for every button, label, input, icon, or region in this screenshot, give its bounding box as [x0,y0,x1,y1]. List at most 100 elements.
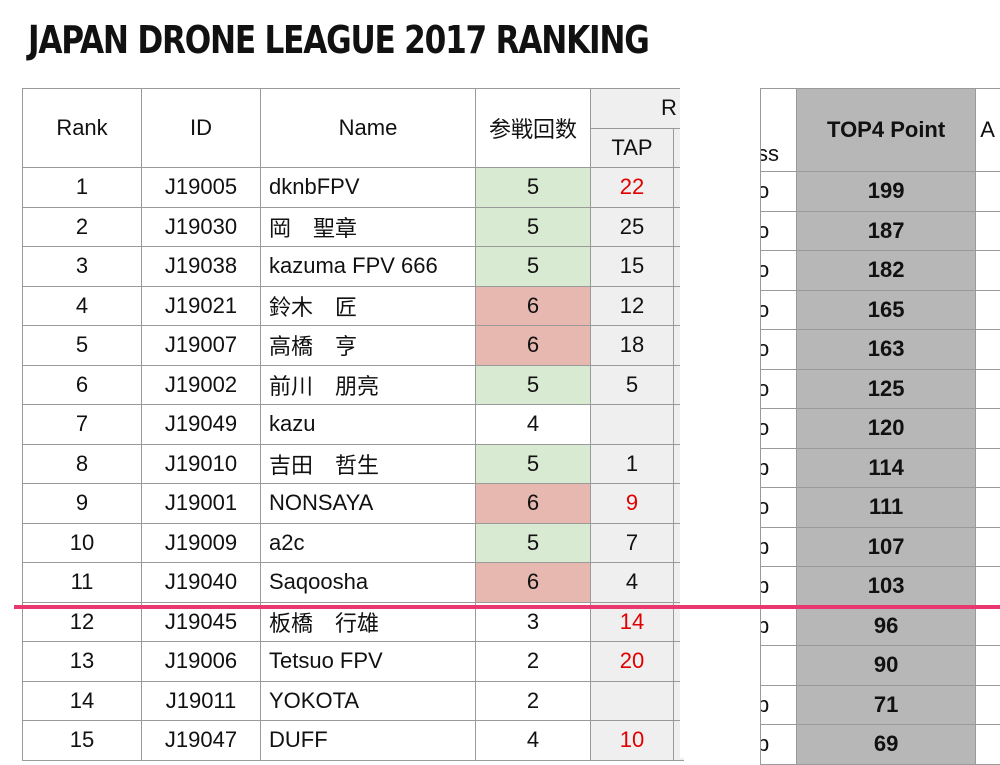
cell-id: J19009 [142,523,261,563]
cell-tap: 9 [591,484,674,524]
cell-frag: o [761,488,797,528]
cell-a [976,211,1000,251]
cell-count: 5 [476,207,591,247]
cell-frag: p [761,567,797,607]
cell-name: kazu [261,405,476,445]
cell-id: J19021 [142,286,261,326]
cell-count: 4 [476,405,591,445]
header-name: Name [261,89,476,168]
table-row: o165 [761,290,1000,330]
cell-tap [591,405,674,445]
cell-a [976,567,1000,607]
cell-name: Saqoosha [261,563,476,603]
cell-id: J19047 [142,721,261,761]
cell-top4: 120 [796,409,975,449]
cell-a [976,409,1000,449]
cell-name: DUFF [261,721,476,761]
cell-name: 高橋 亨 [261,326,476,366]
header-count: 参戦回数 [476,89,591,168]
cell-top4: 187 [796,211,975,251]
header-round-partial: R [591,89,685,129]
cell-name: Tetsuo FPV [261,642,476,682]
cell-frag: p [761,725,797,765]
cell-rank: 6 [23,365,142,405]
header-tap: TAP [591,128,674,168]
cell-name: kazuma FPV 666 [261,247,476,287]
page-title: JAPAN DRONE LEAGUE 2017 RANKING [28,18,649,62]
cell-a [976,448,1000,488]
cell-count: 5 [476,365,591,405]
cell-id: J19030 [142,207,261,247]
cell-name: 岡 聖章 [261,207,476,247]
table-row: o120 [761,409,1000,449]
cell-a [976,646,1000,686]
cell-top4: 71 [796,685,975,725]
cell-rank: 13 [23,642,142,682]
cell-tap: 20 [591,642,674,682]
cell-tap: 22 [591,168,674,208]
cell-top4: 163 [796,330,975,370]
cell-frag: o [761,211,797,251]
cell-top4: 96 [796,606,975,646]
cell-id: J19001 [142,484,261,524]
cell-tap: 15 [591,247,674,287]
cell-rank: 10 [23,523,142,563]
table-row: p107 [761,527,1000,567]
table-row: o187 [761,211,1000,251]
cell-frag: p [761,606,797,646]
cell-name: YOKOTA [261,681,476,721]
cell-frag: o [761,251,797,291]
cell-id: J19049 [142,405,261,445]
table-row: p96 [761,606,1000,646]
header-rank: Rank [23,89,142,168]
cell-count: 5 [476,168,591,208]
cell-rank: 8 [23,444,142,484]
cell-tap: 10 [591,721,674,761]
cell-count: 5 [476,247,591,287]
cutoff-line [14,605,1000,609]
cell-count: 6 [476,484,591,524]
cell-rank: 1 [23,168,142,208]
cell-tap: 7 [591,523,674,563]
cell-rank: 9 [23,484,142,524]
cell-tap [591,681,674,721]
cell-id: J19038 [142,247,261,287]
cell-a [976,606,1000,646]
cell-name: dknbFPV [261,168,476,208]
cell-id: J19005 [142,168,261,208]
cell-top4: 107 [796,527,975,567]
cell-top4: 199 [796,172,975,212]
header-frag: ss [761,89,797,172]
cell-name: a2c [261,523,476,563]
cell-rank: 4 [23,286,142,326]
table-row: p69 [761,725,1000,765]
cell-a [976,488,1000,528]
cell-name: 吉田 哲生 [261,444,476,484]
cell-rank: 2 [23,207,142,247]
cell-top4: 69 [796,725,975,765]
cell-id: J19040 [142,563,261,603]
cell-tap: 5 [591,365,674,405]
cell-a [976,725,1000,765]
cell-count: 5 [476,523,591,563]
cell-top4: 90 [796,646,975,686]
cell-id: J19002 [142,365,261,405]
cell-count: 6 [476,286,591,326]
cell-tap: 4 [591,563,674,603]
cell-top4: 111 [796,488,975,528]
cell-frag: p [761,685,797,725]
cell-frag: o [761,172,797,212]
cell-tap: 12 [591,286,674,326]
